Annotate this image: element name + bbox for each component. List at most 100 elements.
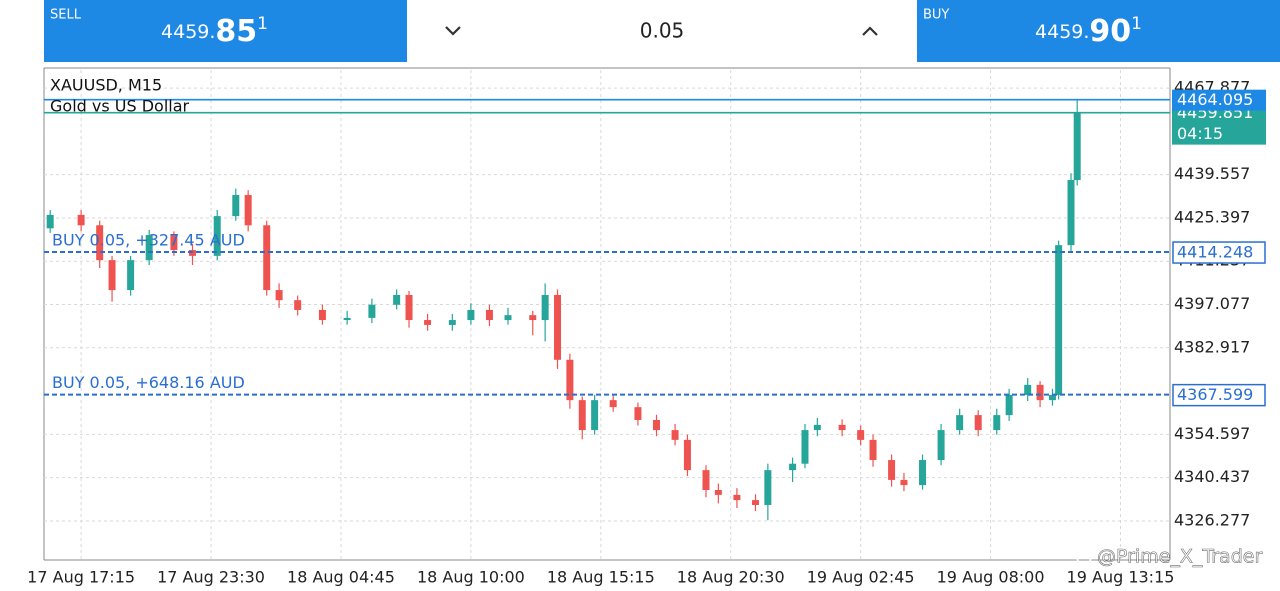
x-tick-label: 19 Aug 08:00 bbox=[937, 568, 1045, 587]
candle-body bbox=[46, 214, 54, 229]
candle-body bbox=[529, 315, 537, 321]
candle-body bbox=[467, 309, 475, 321]
candle-body bbox=[919, 460, 927, 486]
x-tick-label: 19 Aug 02:45 bbox=[807, 568, 915, 587]
x-tick-label: 19 Aug 13:15 bbox=[1067, 568, 1175, 587]
candle-body bbox=[683, 439, 691, 471]
candle-body bbox=[554, 294, 562, 360]
candle-body bbox=[393, 294, 401, 305]
watermark: @Prime_X_Trader bbox=[1076, 545, 1263, 568]
candle-body bbox=[485, 309, 493, 321]
sell-price-small: 4459. bbox=[161, 21, 215, 43]
candle-body bbox=[1024, 384, 1032, 395]
candle-body bbox=[405, 294, 413, 321]
candle-body bbox=[956, 415, 964, 431]
order-label: BUY 0.05, +327.45 AUD bbox=[52, 231, 245, 250]
price-level-box bbox=[1172, 383, 1266, 407]
buy-price: 4459.901 bbox=[1035, 14, 1142, 49]
buy-price-sup: 1 bbox=[1131, 14, 1142, 34]
candle-body bbox=[671, 430, 679, 440]
candle-body bbox=[368, 304, 376, 318]
candle-body bbox=[343, 317, 351, 321]
price-level-label: 4414.248 bbox=[1177, 243, 1253, 262]
candle-body bbox=[244, 195, 252, 226]
sell-price-big: 85 bbox=[215, 14, 257, 49]
candle-body bbox=[170, 235, 178, 251]
watermark-text: @Prime_X_Trader bbox=[1097, 546, 1262, 568]
x-tick-label: 18 Aug 15:15 bbox=[547, 568, 655, 587]
candle-body bbox=[714, 490, 722, 495]
candle-body bbox=[869, 439, 877, 461]
price-level-box bbox=[1172, 241, 1266, 264]
candle-body bbox=[789, 463, 797, 471]
candle-body bbox=[937, 430, 945, 461]
y-tick-label: 4354.597 bbox=[1174, 424, 1250, 443]
candle-body bbox=[263, 225, 271, 291]
candle-body bbox=[702, 470, 710, 490]
candle-body bbox=[96, 225, 104, 261]
candle-body bbox=[145, 235, 153, 261]
sell-label: SELL bbox=[50, 8, 82, 23]
chart-layer: 17 Aug 17:15 17 Aug 23:30 18 Aug 04:45 18 A… bbox=[27, 70, 1266, 587]
y-tick-label: 4326.277 bbox=[1174, 510, 1250, 529]
candle-body bbox=[275, 290, 283, 301]
candle-body bbox=[974, 415, 982, 431]
candle-body bbox=[1005, 394, 1013, 416]
candle-body bbox=[801, 430, 809, 464]
candle-body bbox=[900, 479, 908, 486]
watermark-icon bbox=[1076, 549, 1092, 565]
volume-panel bbox=[407, 0, 917, 62]
price-level-box bbox=[1172, 89, 1266, 111]
sell-price: 4459.851 bbox=[161, 14, 268, 49]
sell-price-sup: 1 bbox=[257, 14, 268, 34]
buy-price-small: 4459. bbox=[1035, 21, 1089, 43]
candle-body bbox=[609, 400, 617, 408]
candle-body bbox=[1073, 112, 1081, 181]
candle-body bbox=[764, 470, 772, 505]
candle-body bbox=[1036, 384, 1044, 401]
x-tick-label: 18 Aug 10:00 bbox=[417, 568, 525, 587]
candle-body bbox=[733, 494, 741, 501]
candle-body bbox=[652, 420, 660, 431]
buy-price-big: 90 bbox=[1089, 14, 1131, 49]
y-tick-label: 4340.437 bbox=[1174, 467, 1250, 486]
candle-body bbox=[566, 359, 574, 401]
candle-body bbox=[751, 500, 759, 505]
candle-body bbox=[591, 400, 599, 431]
candle-body bbox=[993, 415, 1001, 431]
x-tick-label: 18 Aug 20:30 bbox=[677, 568, 785, 587]
candle-body bbox=[1067, 180, 1075, 246]
volume-value[interactable]: 0.05 bbox=[640, 19, 685, 43]
y-tick-label: 4439.557 bbox=[1174, 164, 1250, 183]
y-tick-label: 4397.077 bbox=[1174, 294, 1250, 313]
candle-body bbox=[448, 320, 456, 325]
chart-title: XAUUSD, M15 bbox=[50, 76, 162, 95]
order-label: BUY 0.05, +648.16 AUD bbox=[52, 373, 245, 392]
candle-body bbox=[541, 294, 549, 321]
y-tick-label: 4382.917 bbox=[1174, 337, 1250, 356]
x-tick-label: 18 Aug 04:45 bbox=[287, 568, 395, 587]
x-tick-label: 17 Aug 23:30 bbox=[157, 568, 265, 587]
candle-body bbox=[838, 424, 846, 431]
buy-button[interactable] bbox=[917, 0, 1280, 62]
volume-decrease[interactable] bbox=[445, 26, 461, 36]
candle-body bbox=[318, 309, 326, 321]
candle-body bbox=[1048, 394, 1056, 401]
candle-body bbox=[634, 407, 642, 420]
bar-timer: 04:15 bbox=[1177, 124, 1223, 143]
sell-button[interactable] bbox=[44, 0, 407, 62]
candle-body bbox=[77, 214, 85, 226]
candle-body bbox=[813, 424, 821, 431]
candle-body bbox=[1055, 245, 1063, 395]
candle-body bbox=[294, 300, 302, 310]
candle-body bbox=[424, 320, 432, 325]
candle-body bbox=[232, 195, 240, 217]
y-tick-label: 4425.397 bbox=[1174, 207, 1250, 226]
candle-body bbox=[108, 260, 116, 291]
price-level-label: 4464.095 bbox=[1177, 90, 1253, 109]
volume-increase[interactable] bbox=[862, 26, 878, 36]
candle-body bbox=[857, 430, 865, 440]
candle-body bbox=[888, 460, 896, 480]
buy-label: BUY bbox=[923, 8, 949, 23]
